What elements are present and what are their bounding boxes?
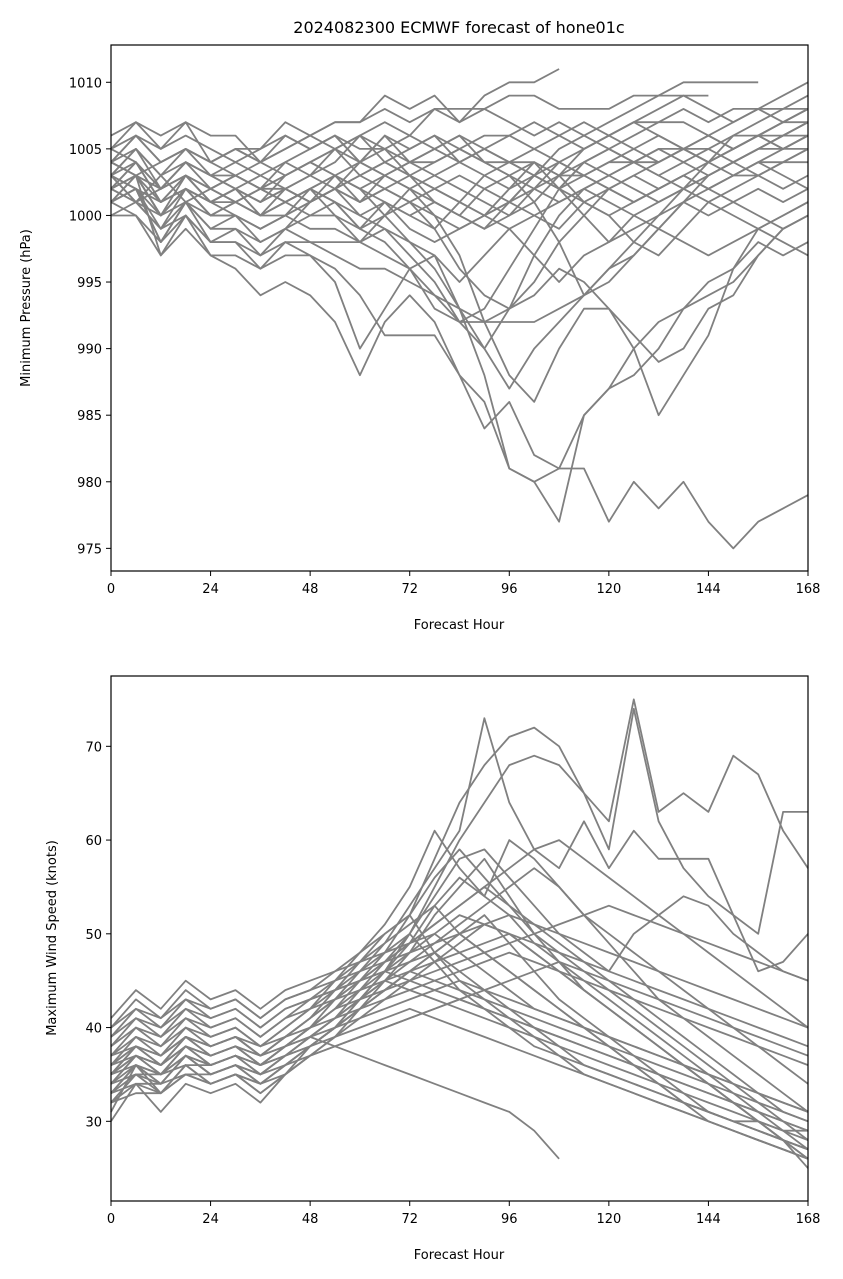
wind-y-tick-label: 30 <box>85 1115 102 1130</box>
pressure-series-group <box>110 68 809 550</box>
wind-x-tick-label: 24 <box>202 1212 219 1227</box>
pressure-x-tick-label: 0 <box>107 582 115 597</box>
wind-plot-frame <box>110 675 809 1202</box>
pressure-series-line-27 <box>110 108 809 323</box>
pressure-x-tick-label: 168 <box>796 582 821 597</box>
wind-series-line-31 <box>110 839 809 1066</box>
wind-chart: 0 24 48 72 96 120 144 168 30 40 50 60 70 Forecast H… <box>45 675 821 1263</box>
pressure-y-tick-label: 980 <box>77 476 102 491</box>
pressure-series-line-32 <box>110 148 809 323</box>
wind-y-tick-label: 40 <box>85 1022 102 1037</box>
wind-y-tick-label: 60 <box>85 834 102 849</box>
pressure-y-tick-label: 1000 <box>69 209 102 224</box>
pressure-x-tick-label: 48 <box>302 582 319 597</box>
pressure-series-line-29 <box>110 94 709 164</box>
pressure-series-line-30 <box>110 174 809 283</box>
pressure-y-tick-label: 1010 <box>69 76 102 91</box>
chart-title: 2024082300 ECMWF forecast of hone01c <box>293 18 624 37</box>
pressure-y-tick-label: 995 <box>77 276 102 291</box>
pressure-series-line-2 <box>110 81 759 164</box>
pressure-x-tick-label: 72 <box>401 582 418 597</box>
pressure-series-line-3 <box>110 81 809 164</box>
pressure-y-tick-label: 990 <box>77 343 102 358</box>
pressure-x-tick-label: 120 <box>596 582 621 597</box>
wind-series-line-28 <box>110 1007 809 1160</box>
wind-x-tick-label: 168 <box>796 1212 821 1227</box>
pressure-x-axis-label: Forecast Hour <box>414 618 505 633</box>
pressure-series-line-11 <box>110 174 809 523</box>
pressure-y-tick-label: 1005 <box>69 143 102 158</box>
wind-x-axis-label: Forecast Hour <box>414 1248 505 1263</box>
pressure-x-tick-label: 96 <box>501 582 518 597</box>
pressure-y-tick-label: 975 <box>77 542 102 557</box>
wind-y-axis-label: Maximum Wind Speed (knots) <box>45 840 60 1036</box>
wind-series-line-29 <box>110 914 809 1029</box>
pressure-plot-frame <box>110 44 809 572</box>
wind-series-line-22 <box>110 932 809 1048</box>
wind-y-ticks: 30 40 50 60 70 <box>85 740 111 1130</box>
pressure-y-tick-label: 985 <box>77 409 102 424</box>
pressure-series-line-31 <box>110 121 808 230</box>
wind-x-tick-label: 0 <box>107 1212 115 1227</box>
pressure-y-axis-label: Minimum Pressure (hPa) <box>19 229 34 387</box>
pressure-chart: 2024082300 ECMWF forecast of hone01c 0 24… <box>19 18 820 633</box>
pressure-y-ticks: 975 980 985 990 995 1000 1005 1010 <box>69 76 111 557</box>
wind-y-tick-label: 70 <box>85 740 102 755</box>
wind-series-line-6 <box>110 857 809 1151</box>
wind-y-tick-label: 50 <box>85 928 102 943</box>
wind-x-tick-label: 120 <box>596 1212 621 1227</box>
pressure-series-line-26 <box>110 134 809 217</box>
pressure-x-tick-label: 24 <box>202 582 219 597</box>
wind-series-group <box>110 698 809 1169</box>
pressure-series-line-7 <box>110 134 808 230</box>
pressure-x-ticks: 0 24 48 72 96 120 144 168 <box>107 571 821 597</box>
wind-x-tick-label: 72 <box>401 1212 418 1227</box>
wind-x-tick-label: 96 <box>501 1212 518 1227</box>
pressure-x-tick-label: 144 <box>696 582 721 597</box>
wind-series-line-32 <box>110 1036 560 1160</box>
wind-x-ticks: 0 24 48 72 96 120 144 168 <box>107 1201 821 1227</box>
wind-x-tick-label: 144 <box>696 1212 721 1227</box>
wind-x-tick-label: 48 <box>302 1212 319 1227</box>
wind-series-line-30 <box>110 998 809 1132</box>
